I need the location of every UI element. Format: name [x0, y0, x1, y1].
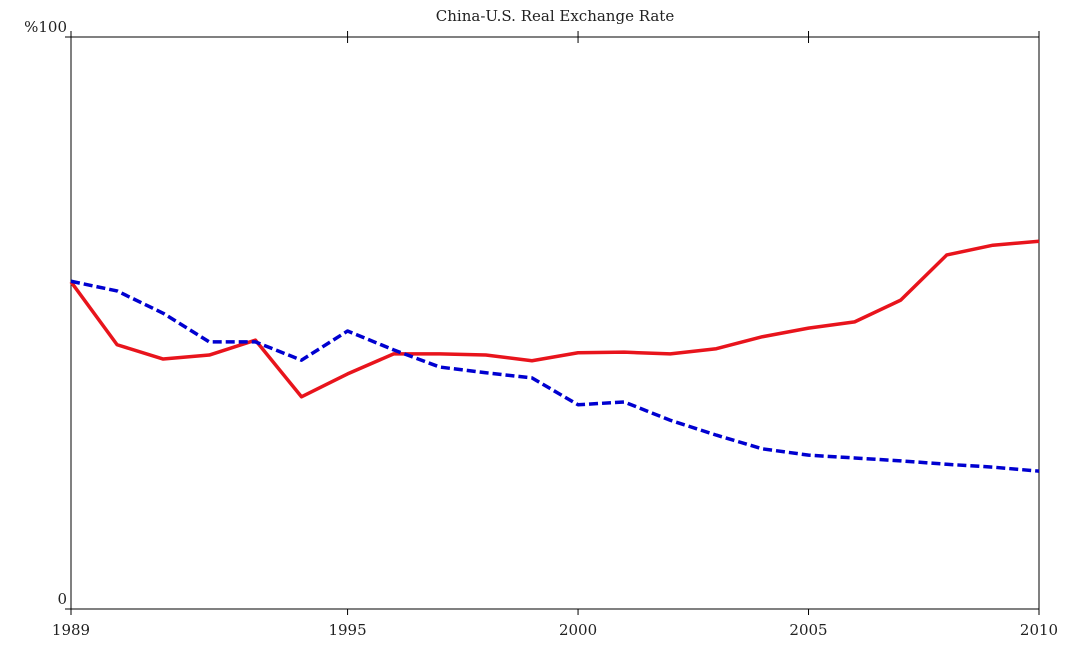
x-tick-label: 2005	[789, 621, 827, 639]
y-tick-label: 0	[57, 590, 67, 608]
x-tick-label: 2010	[1020, 621, 1058, 639]
y-tick-label: %100	[24, 18, 67, 36]
x-tick-label: 1995	[328, 621, 366, 639]
data-line	[69, 239, 1040, 399]
plot-frame	[70, 36, 1040, 610]
chart-title: China-U.S. Real Exchange Rate	[436, 7, 675, 25]
x-tick-label: 2000	[559, 621, 597, 639]
x-tick-label: 1989	[52, 621, 90, 639]
data-line	[70, 279, 1040, 473]
